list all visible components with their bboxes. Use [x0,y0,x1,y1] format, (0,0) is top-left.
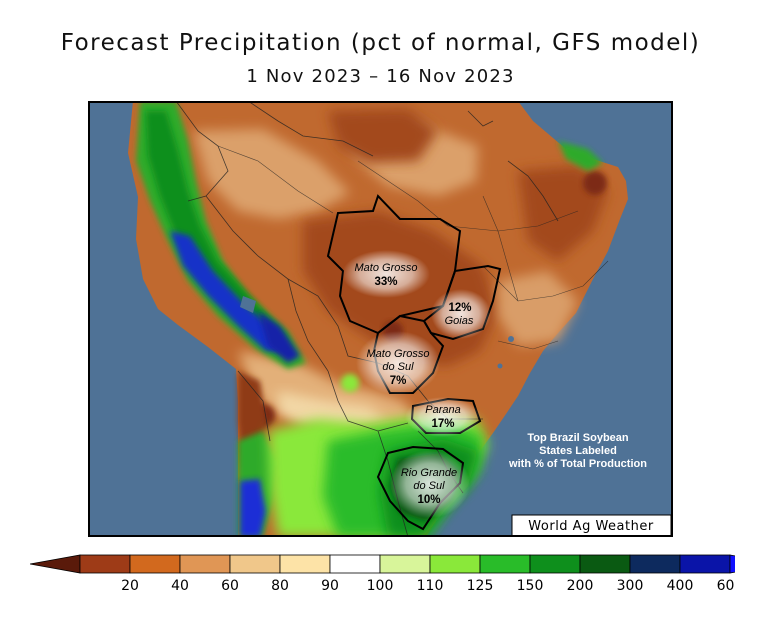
map-date-range: 1 Nov 2023 – 16 Nov 2023 [246,66,515,87]
near-normal-zone [498,271,578,346]
lake [497,363,503,369]
state-label-rio-grande-do-sul: Rio Grande [401,467,457,479]
map-frame [88,101,673,537]
colorbar-tick-label: 600 [717,578,735,594]
colorbar-bin [229,554,281,574]
colorbar-bin [679,554,731,574]
state-label-mato-grosso-do-sul: Mato Grosso [367,348,430,360]
state-label-mato-grosso-do-sul-2: do Sul [382,361,414,373]
state-label-parana: Parana [425,404,460,416]
colorbar-tick-label: 60 [221,578,239,594]
state-label-rio-grande-do-sul-2: do Sul [413,480,445,492]
country-borders [175,101,559,537]
colorbar-tick-label: 110 [417,578,444,594]
colorbar-tick-label: 90 [321,578,339,594]
lake [508,336,514,342]
colorbar-bin [279,554,331,574]
colorbar-tick-label: 300 [617,578,644,594]
colorbar-tick-label: 100 [367,578,394,594]
andes-extreme [170,231,288,351]
label-halos [342,250,491,518]
state-pct-parana: 17% [431,418,454,430]
colorbar-bin [329,554,381,574]
colorbar-low-arrow [30,554,81,574]
legend-note-line-2: States Labeled [539,445,617,457]
map-title: Forecast Precipitation (pct of normal, G… [60,30,701,56]
colorbar-bin [479,554,531,574]
near-normal-zone [278,391,388,431]
state-pct-mato-grosso: 33% [374,276,397,288]
colorbar-tick-label: 125 [467,578,494,594]
credit-text: World Ag Weather [528,519,654,534]
state-pct-rio-grande-do-sul: 10% [417,494,440,506]
legend-note-line-3: with % of Total Production [508,458,647,470]
colorbar-tick-label: 20 [121,578,139,594]
colorbar-bin [129,554,181,574]
colorbar-bin [529,554,581,574]
colorbar-tick-label: 200 [567,578,594,594]
state-pct-mato-grosso-do-sul: 7% [390,375,407,387]
colorbar-tick-label: 400 [667,578,694,594]
southern-andes-extreme [240,479,266,537]
colorbar-tick-label: 150 [517,578,544,594]
colorbar-bin [629,554,681,574]
state-borders [217,145,609,350]
colorbar-bin [379,554,431,574]
colorbar: 20 40 60 80 90 100 110 125 150 200 300 400 600 [30,554,735,594]
precipitation-map: Mato Grosso 33% 12% Goias Mato Grosso do… [88,101,673,537]
state-label-goias: Goias [445,315,474,327]
colorbar-tick-label: 80 [271,578,289,594]
colorbar-tick-label: 40 [171,578,189,594]
wet-spot [341,374,359,392]
colorbar-bin [579,554,631,574]
legend-note-line-1: Top Brazil Soybean [527,432,629,444]
andes-very-wet [146,111,293,356]
colorbar-bin [429,554,481,574]
dry-core [328,109,438,163]
lake-titicaca [240,296,256,313]
state-label-mato-grosso: Mato Grosso [355,262,418,274]
colorbar-bin [79,554,131,574]
extreme-dry-spot [583,171,607,195]
state-pct-goias: 12% [448,302,471,314]
colorbar-high-arrow [729,554,735,574]
northeast-wet-spot [558,141,603,171]
colorbar-bin [179,554,231,574]
andes-extreme [258,311,300,363]
